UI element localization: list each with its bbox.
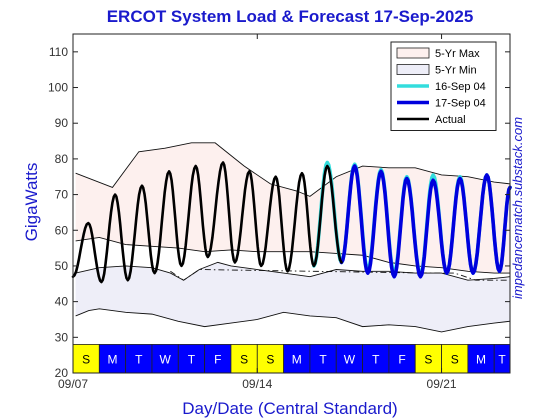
y-tick-label: 40	[55, 295, 69, 309]
day-letter: S	[266, 353, 274, 367]
day-cell-5: F	[204, 344, 232, 374]
day-letter: F	[214, 353, 221, 367]
day-letter: M	[476, 353, 486, 367]
y-tick-label: 90	[55, 116, 69, 130]
legend-label: 16-Sep 04	[435, 81, 486, 93]
day-cell-4: T	[177, 344, 206, 374]
chart-title: ERCOT System Load & Forecast 17-Sep-2025	[107, 7, 474, 26]
x-tick-label: 09/07	[58, 377, 88, 391]
watermark-url: impedancematch.substack.com	[510, 117, 525, 299]
day-letter: T	[498, 353, 506, 367]
y-tick-label: 70	[55, 188, 69, 202]
x-tick-label: 09/21	[427, 377, 457, 391]
legend-entry-max: 5-Yr Max	[396, 47, 480, 60]
legend-entry-min: 5-Yr Min	[396, 64, 477, 77]
series-17-sep-04-line	[339, 164, 512, 279]
day-cell-15: M	[467, 344, 495, 374]
day-cell-bg	[204, 344, 232, 374]
legend-entry-f17: 17-Sep 04	[397, 98, 486, 110]
day-cell-10: W	[335, 344, 363, 374]
day-cell-8: M	[283, 344, 311, 374]
day-cell-bg	[362, 344, 390, 374]
day-cell-14: S	[441, 344, 469, 374]
max-band-fill	[75, 142, 510, 274]
day-cell-13: S	[414, 344, 442, 374]
day-cell-bg	[309, 344, 337, 374]
max-band-upper-line	[75, 142, 511, 197]
day-cell-bg	[441, 344, 469, 374]
y-tick-label: 60	[55, 223, 69, 237]
day-cell-12: F	[388, 344, 416, 374]
day-letter: S	[451, 353, 459, 367]
dashdot-line	[170, 269, 510, 281]
y-tick-label: 50	[55, 259, 69, 273]
bands-group	[75, 142, 511, 333]
day-letter: M	[292, 353, 302, 367]
day-cell-1: M	[98, 344, 127, 374]
day-cell-9: T	[309, 344, 337, 374]
day-letter: T	[188, 353, 196, 367]
day-cell-bg	[335, 344, 363, 374]
legend: 5-Yr Max 5-Yr Min 16-Sep 04 17-Sep 04 Actual	[390, 41, 497, 131]
day-cell-3: W	[151, 344, 179, 374]
legend-label: Actual	[435, 114, 466, 126]
day-letter: W	[159, 353, 171, 367]
day-cell-bg	[256, 344, 285, 374]
day-cell-0: S	[72, 344, 100, 374]
day-cell-bg	[467, 344, 495, 374]
y-axis-label: GigaWatts	[22, 163, 41, 242]
legend-swatch	[396, 64, 430, 75]
y-tick-label: 100	[48, 81, 68, 95]
day-letter: W	[344, 353, 356, 367]
legend-entry-f16: 16-Sep 04	[397, 81, 486, 93]
y-tick-label: 110	[49, 45, 68, 59]
min-band-lower-line	[75, 308, 511, 333]
day-cell-7: S	[256, 344, 285, 374]
day-letter: T	[372, 353, 380, 367]
legend-label: 5-Yr Min	[435, 65, 477, 77]
x-tick-label: 09/14	[242, 377, 272, 391]
y-tick-label: 80	[55, 152, 69, 166]
day-letter: T	[319, 353, 327, 367]
legend-label: 17-Sep 04	[435, 98, 486, 110]
day-cell-bg	[230, 344, 258, 374]
y-tick-label: 20	[55, 366, 69, 380]
day-letter: F	[398, 353, 405, 367]
day-letter: M	[107, 353, 117, 367]
legend-entry-act: Actual	[397, 114, 466, 126]
day-letter: S	[424, 353, 432, 367]
day-cell-11: T	[362, 344, 390, 374]
legend-label: 5-Yr Max	[435, 48, 480, 60]
day-letter: T	[135, 353, 143, 367]
x-axis-label: Day/Date (Central Standard)	[182, 399, 397, 418]
day-letter: S	[240, 353, 248, 367]
day-cell-16: T	[493, 344, 511, 374]
series-actual-line	[71, 161, 343, 284]
axes-group: 20 30 40 50 60 70 80 90 100 110 09/07 09/14 09/21	[48, 34, 510, 391]
legend-swatch	[396, 47, 430, 59]
y-tick-label: 30	[55, 330, 69, 344]
day-cell-2: T	[125, 344, 153, 374]
plot-frame	[72, 33, 511, 374]
day-letter: S	[82, 353, 90, 367]
day-cell-6: S	[230, 344, 258, 374]
series-group	[71, 160, 512, 284]
